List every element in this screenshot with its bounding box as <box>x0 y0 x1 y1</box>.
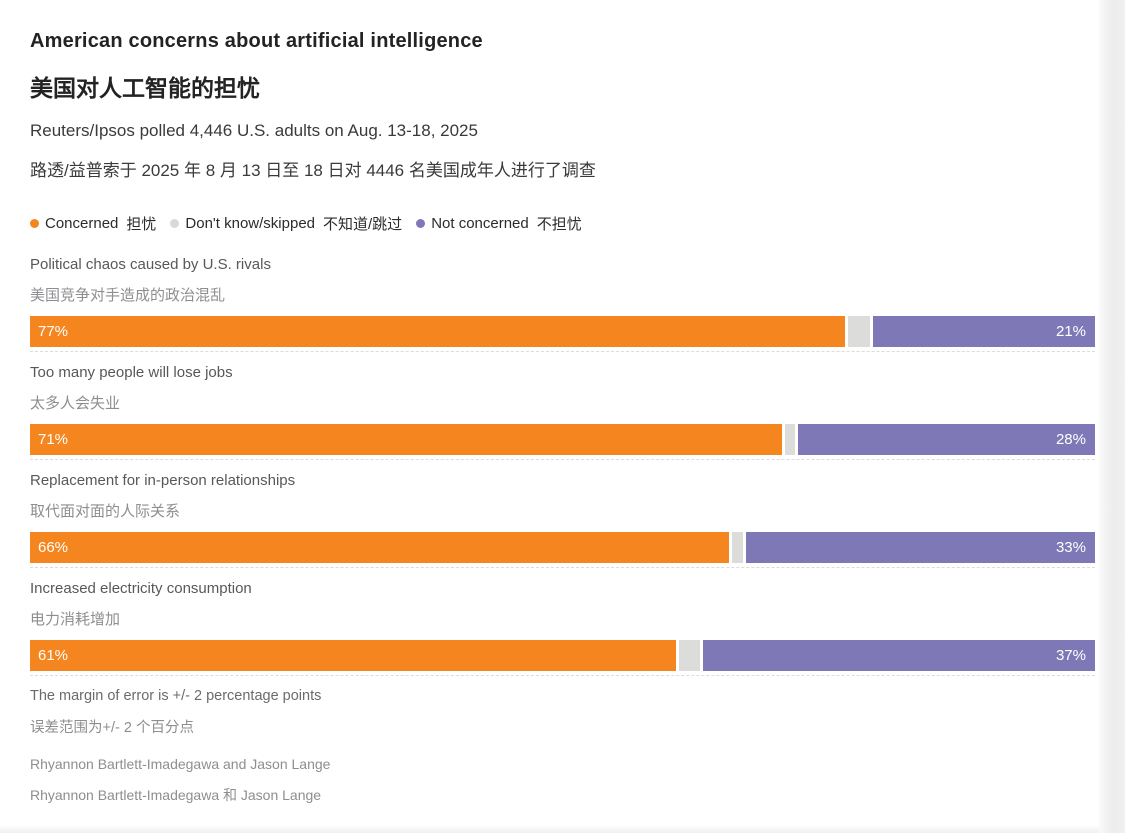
notconcerned-value-label: 37% <box>1055 647 1086 664</box>
category-label-zh: 太多人会失业 <box>30 395 121 412</box>
category-label-en: Too many people will lose jobs <box>30 364 233 381</box>
chart-graphic: American concerns about artificial intel… <box>30 30 1096 805</box>
category-label-zh: 电力消耗增加 <box>30 611 121 628</box>
bar-segment-concerned: 61% <box>30 640 676 671</box>
subtitle-zh: 路透/益普索于 2025 年 8 月 13 日至 18 日对 4446 名美国成… <box>30 161 596 180</box>
margin-of-error-zh: 误差范围为+/- 2 个百分点 <box>30 720 194 736</box>
bar-baseline-divider <box>30 567 1095 568</box>
legend-label-en: Not concerned <box>431 215 529 232</box>
legend: Concerned 担忧 Don't know/skipped 不知道/跳过 N… <box>30 213 1095 234</box>
concerned-value-label: 71% <box>38 431 69 448</box>
page-edge-strip <box>1099 0 1125 833</box>
concerned-value-label: 61% <box>38 647 69 664</box>
concerned-value-label: 66% <box>38 539 69 556</box>
bar-segment-concerned: 77% <box>30 316 846 347</box>
legend-label-zh: 不担忧 <box>536 216 582 233</box>
chart-row-electricity: Increased electricity consumption 电力消耗增加… <box>30 580 1095 676</box>
bar-segment-notconcerned: 21% <box>872 316 1096 347</box>
bar-segment-dontknow <box>848 316 870 347</box>
legend-label-en: Don't know/skipped <box>185 215 316 232</box>
page-title-zh: 美国对人工智能的担忧 <box>30 75 260 101</box>
notconcerned-value-label: 21% <box>1055 323 1087 340</box>
chart-row-lose-jobs: Too many people will lose jobs 太多人会失业 71… <box>30 364 1095 460</box>
legend-label-zh: 担忧 <box>126 216 157 233</box>
legend-item-concerned: Concerned 担忧 <box>30 213 156 234</box>
legend-item-dontknow: Don't know/skipped 不知道/跳过 <box>170 213 402 234</box>
bar-segment-notconcerned: 37% <box>703 640 1095 671</box>
stacked-bar: 66% 33% <box>30 532 1095 563</box>
category-label-zh: 美国竞争对手造成的政治混乱 <box>30 287 226 304</box>
bar-segment-dontknow <box>784 424 796 455</box>
page-title-en: American concerns about artificial intel… <box>30 30 483 52</box>
category-label-zh: 取代面对面的人际关系 <box>30 503 181 520</box>
legend-dot-concerned-icon <box>30 219 39 228</box>
bar-baseline-divider <box>30 675 1095 676</box>
byline-en: Rhyannon Bartlett-Imadegawa and Jason La… <box>30 756 331 772</box>
stacked-bar: 71% 28% <box>30 424 1095 455</box>
bar-segment-concerned: 66% <box>30 532 729 563</box>
concerned-value-label: 77% <box>38 323 69 340</box>
legend-dot-dontknow-icon <box>170 219 180 228</box>
byline-zh: Rhyannon Bartlett-Imadegawa 和 Jason Lang… <box>30 787 322 803</box>
margin-of-error-en: The margin of error is +/- 2 percentage … <box>30 688 322 704</box>
bar-segment-notconcerned: 28% <box>798 424 1095 455</box>
legend-label-en: Concerned <box>45 215 119 232</box>
legend-item-notconcerned: Not concerned 不担忧 <box>416 213 582 234</box>
page-bottom-fade <box>0 825 1099 833</box>
chart-row-relationships: Replacement for in-person relationships … <box>30 472 1095 568</box>
notconcerned-value-label: 28% <box>1055 431 1086 448</box>
stacked-bar: 77% 21% <box>30 316 1096 347</box>
bar-segment-concerned: 71% <box>30 424 782 455</box>
legend-dot-notconcerned-icon <box>416 219 426 228</box>
notconcerned-value-label: 33% <box>1055 539 1086 556</box>
bar-segment-dontknow <box>678 640 701 671</box>
bar-segment-notconcerned: 33% <box>745 532 1095 563</box>
category-label-en: Replacement for in-person relationships <box>30 472 296 489</box>
stacked-bar: 61% 37% <box>30 640 1095 671</box>
category-label-en: Increased electricity consumption <box>30 580 252 597</box>
category-label-en: Political chaos caused by U.S. rivals <box>30 256 271 273</box>
legend-label-zh: 不知道/跳过 <box>323 216 403 233</box>
bar-baseline-divider <box>30 459 1095 460</box>
bar-segment-dontknow <box>731 532 743 563</box>
chart-row-political-chaos: Political chaos caused by U.S. rivals 美国… <box>30 256 1096 352</box>
subtitle-en: Reuters/Ipsos polled 4,446 U.S. adults o… <box>30 121 478 140</box>
bar-baseline-divider <box>30 351 1095 352</box>
footer: The margin of error is +/- 2 percentage … <box>30 688 1095 805</box>
